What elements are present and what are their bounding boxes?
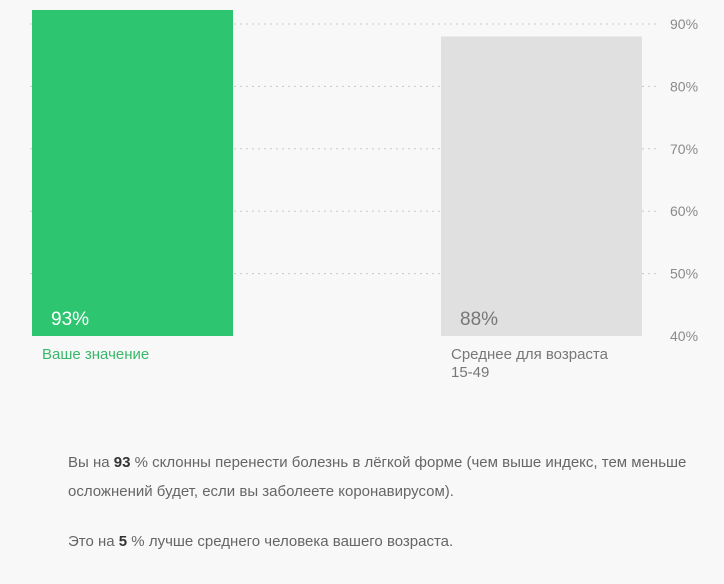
y-tick-label-40: 40% — [670, 328, 698, 344]
summary-risk-before: Вы на — [68, 454, 114, 471]
category-label-age-average: Среднее для возраста 15-49 — [451, 346, 609, 381]
y-tick-label-80: 80% — [670, 78, 698, 94]
y-axis-ticks: 40% 50% 60% 70% 80% 90% — [670, 16, 698, 344]
bar-age-average — [441, 36, 642, 336]
summary-comparison-text: Это на 5 % лучше среднего человека вашег… — [68, 527, 688, 556]
category-label-line: Ваше значение — [42, 346, 149, 363]
category-label-user-value: Ваше значение — [42, 346, 149, 363]
summary-comparison-before: Это на — [68, 533, 119, 550]
comparison-bar-chart: 93% Ваше значение 88% Среднее для возраста 1… — [30, 10, 698, 381]
category-label-line: 15-49 — [451, 364, 489, 381]
y-tick-label-90: 90% — [670, 16, 698, 32]
y-tick-label-70: 70% — [670, 141, 698, 157]
summary-risk-after: % склонны перенести болезнь в лёгкой фор… — [68, 454, 687, 500]
y-tick-label-60: 60% — [670, 203, 698, 219]
y-tick-label-50: 50% — [670, 266, 698, 282]
bar-user-value — [32, 10, 233, 336]
summary-comparison-after: % лучше среднего человека вашего возраст… — [127, 533, 454, 550]
bar-value-label-user-value: 93% — [51, 309, 89, 330]
bar-value-label-age-average: 88% — [460, 309, 498, 330]
bars: 93% Ваше значение 88% Среднее для возраста 1… — [32, 10, 642, 381]
summary-risk-text: Вы на 93 % склонны перенести болезнь в л… — [68, 448, 688, 506]
summary-risk-value: 93 — [113, 454, 131, 471]
category-label-line: Среднее для возраста — [451, 346, 609, 363]
summary-comparison-value: 5 — [118, 533, 128, 550]
